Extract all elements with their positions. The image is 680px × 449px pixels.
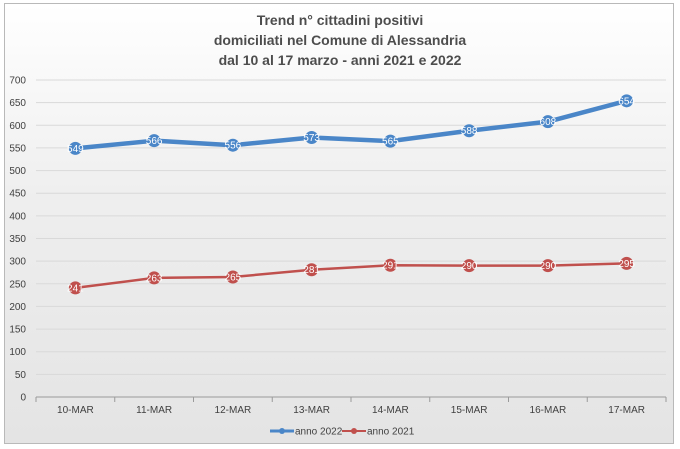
y-tick-label: 300 bbox=[9, 257, 26, 268]
data-label: 549 bbox=[67, 144, 84, 155]
series-line bbox=[75, 262, 627, 290]
data-label: 565 bbox=[382, 137, 399, 148]
data-label: 265 bbox=[225, 272, 242, 283]
x-tick-label: 13-MAR bbox=[293, 405, 330, 416]
data-label: 290 bbox=[461, 261, 478, 272]
data-point bbox=[226, 138, 240, 152]
data-label: 290 bbox=[540, 261, 557, 272]
data-point bbox=[383, 258, 397, 272]
data-point bbox=[620, 94, 634, 108]
data-label: 556 bbox=[225, 141, 242, 152]
y-tick-label: 350 bbox=[9, 234, 26, 245]
y-tick-label: 0 bbox=[20, 393, 26, 404]
data-point bbox=[226, 270, 240, 284]
data-point bbox=[541, 115, 555, 129]
y-tick-label: 700 bbox=[9, 76, 26, 87]
data-point bbox=[462, 124, 476, 138]
data-point bbox=[68, 141, 82, 155]
y-tick-label: 600 bbox=[9, 121, 26, 132]
legend-label: anno 2021 bbox=[367, 427, 415, 438]
legend-label: anno 2022 bbox=[295, 427, 343, 438]
y-tick-label: 200 bbox=[9, 302, 26, 313]
data-point bbox=[462, 259, 476, 273]
data-label: 573 bbox=[303, 133, 320, 144]
x-tick-label: 11-MAR bbox=[136, 405, 172, 416]
chart-title-line-1: Trend n° cittadini positivi bbox=[256, 12, 424, 28]
series-line bbox=[75, 98, 628, 151]
y-tick-label: 50 bbox=[15, 370, 27, 381]
y-tick-label: 100 bbox=[9, 347, 26, 358]
chart-title-line-2: domiciliati nel Comune di Alessandria bbox=[213, 32, 467, 48]
data-point bbox=[305, 263, 319, 277]
data-point bbox=[620, 256, 634, 270]
data-label: 654 bbox=[618, 96, 635, 107]
x-tick-label: 14-MAR bbox=[372, 405, 409, 416]
y-tick-label: 450 bbox=[9, 189, 26, 200]
y-tick-label: 550 bbox=[9, 143, 26, 154]
legend-marker bbox=[279, 428, 285, 434]
x-tick-label: 17-MAR bbox=[608, 405, 645, 416]
data-label: 281 bbox=[303, 265, 320, 276]
y-tick-label: 150 bbox=[9, 325, 26, 336]
x-tick-label: 15-MAR bbox=[451, 405, 488, 416]
data-label: 263 bbox=[146, 273, 163, 284]
chart-title: Trend n° cittadini positivi domiciliati … bbox=[0, 10, 680, 70]
y-tick-label: 400 bbox=[9, 211, 26, 222]
y-tick-label: 500 bbox=[9, 166, 26, 177]
data-point bbox=[383, 134, 397, 148]
data-label: 588 bbox=[461, 126, 478, 137]
x-tick-label: 12-MAR bbox=[215, 405, 252, 416]
data-label: 291 bbox=[382, 261, 399, 272]
y-tick-label: 650 bbox=[9, 98, 26, 109]
legend-marker bbox=[351, 428, 357, 434]
data-point bbox=[147, 134, 161, 148]
chart-area bbox=[4, 3, 674, 444]
data-label: 295 bbox=[618, 259, 635, 270]
data-point bbox=[68, 281, 82, 295]
data-label: 566 bbox=[146, 136, 163, 147]
chart-title-line-3: dal 10 al 17 marzo - anni 2021 e 2022 bbox=[218, 52, 462, 68]
data-point bbox=[147, 271, 161, 285]
data-label: 608 bbox=[540, 117, 557, 128]
y-tick-label: 250 bbox=[9, 279, 26, 290]
data-point bbox=[305, 131, 319, 145]
x-tick-label: 16-MAR bbox=[530, 405, 567, 416]
data-point bbox=[541, 259, 555, 273]
x-tick-label: 10-MAR bbox=[57, 405, 94, 416]
data-label: 241 bbox=[67, 283, 84, 294]
